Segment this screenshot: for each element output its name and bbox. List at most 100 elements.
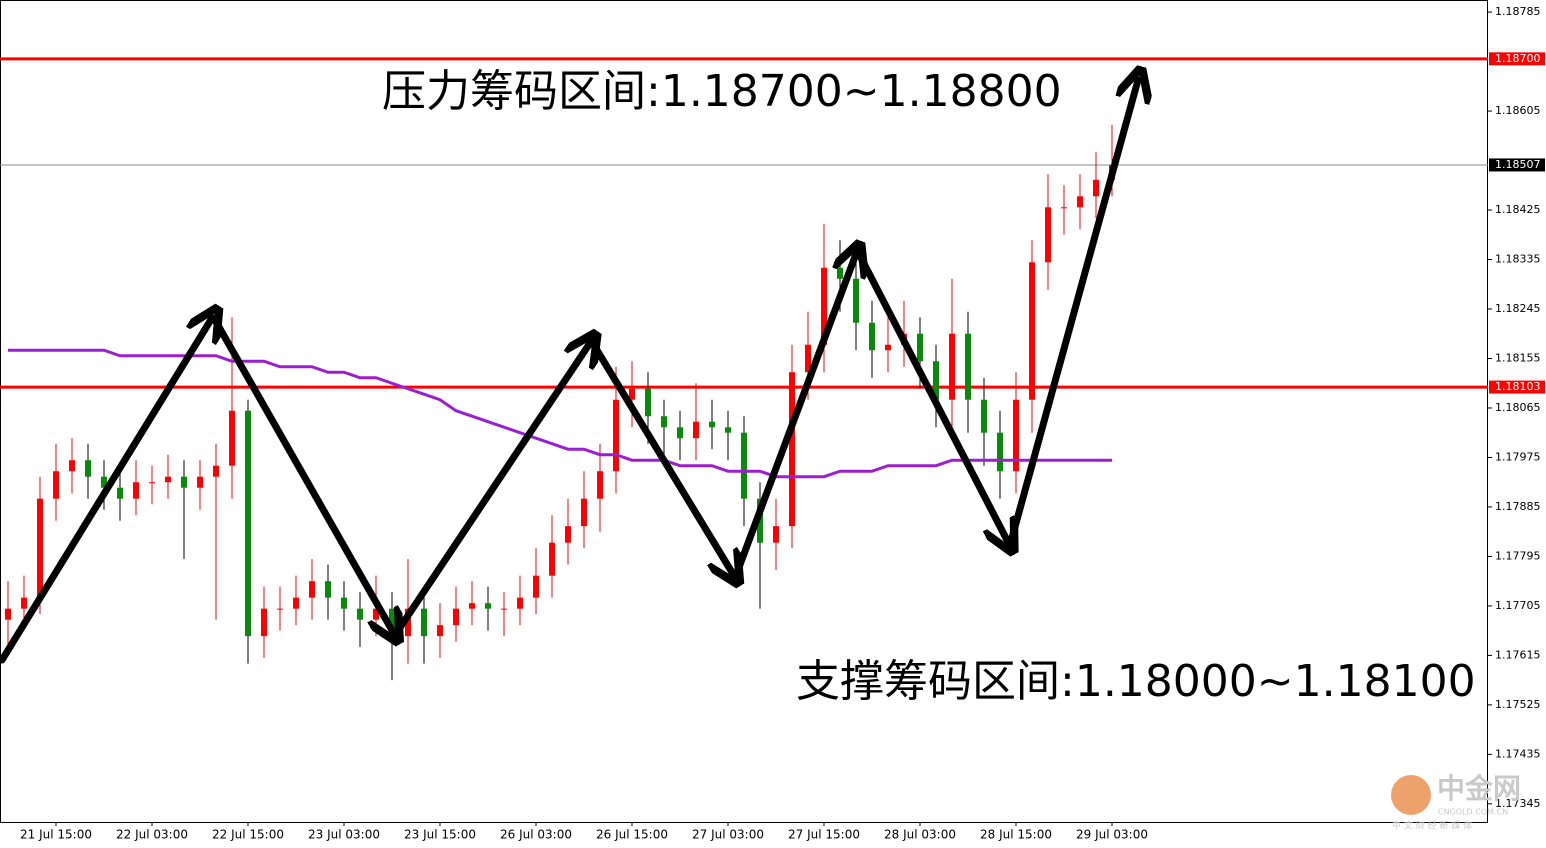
price-level-label: 1.18700 [1495,52,1541,65]
candle-body [5,608,11,620]
x-tick-label: 23 Jul 15:00 [404,828,476,842]
candle-body [517,597,523,609]
annotation: 支撑筹码区间:1.18000~1.18100 [796,656,1476,707]
x-tick-label: 22 Jul 03:00 [116,828,188,842]
candle-body [261,608,267,637]
candle-body [1029,262,1035,400]
price-level-tag [1489,52,1545,66]
candle-body [453,608,459,626]
watermark-domain: CNGOLD.COM.CN [1438,808,1508,817]
price-level-label: 1.18507 [1495,158,1541,171]
candle-body [245,410,251,637]
candle-body [325,581,331,598]
candle-body [629,388,635,400]
x-tick-label: 26 Jul 03:00 [500,828,572,842]
candle-body [165,476,171,483]
candle-body [501,608,507,610]
y-tick-label: 1.18605 [1495,104,1541,117]
watermark-name: 中金网 [1437,772,1521,805]
y-tick-label: 1.17615 [1495,648,1541,661]
candle-body [885,344,891,351]
candle-body [997,432,1003,472]
y-tick-label: 1.17345 [1495,797,1541,810]
candle-body [1093,179,1099,197]
x-tick-label: 26 Jul 15:00 [596,828,668,842]
y-tick-label: 1.18425 [1495,203,1541,216]
candle-body [741,432,747,499]
y-tick-label: 1.18335 [1495,253,1541,266]
candle-body [853,278,859,323]
watermark-slogan: 中 文 财 经 新 媒 体 [1392,820,1472,832]
candle-body [677,427,683,439]
candle-body [917,333,923,362]
y-tick-label: 1.18065 [1495,401,1541,414]
candle-body [1013,399,1019,472]
candle-body [869,322,875,351]
y-tick-label: 1.17885 [1495,500,1541,513]
x-tick-label: 29 Jul 03:00 [1076,828,1148,842]
candle-body [533,575,539,598]
y-tick-label: 1.17705 [1495,599,1541,612]
candle-body [821,267,827,345]
candle-body [405,608,411,637]
candle-body [709,421,715,428]
candle-body [693,421,699,439]
candle-body [309,581,315,598]
candle-body [549,542,555,576]
candle-body [197,476,203,488]
candle-body [725,427,731,433]
candle-body [613,399,619,472]
y-tick-label: 1.18155 [1495,351,1541,364]
candle-body [101,476,107,488]
candle-body [565,526,571,543]
candle-body [485,603,491,609]
x-tick-label: 27 Jul 03:00 [692,828,764,842]
candle-body [1061,207,1067,209]
candle-body [133,482,139,499]
candle-body [149,482,155,484]
x-tick-label: 21 Jul 15:00 [20,828,92,842]
candle-body [229,410,235,466]
candle-body [213,465,219,477]
candle-body [645,388,651,417]
annotation: 压力筹码区间:1.18700~1.18800 [382,66,1062,117]
y-tick-label: 1.17435 [1495,747,1541,760]
x-tick-label: 22 Jul 15:00 [212,828,284,842]
candle-body [437,625,443,637]
x-tick-label: 28 Jul 03:00 [884,828,956,842]
y-tick-label: 1.17525 [1495,698,1541,711]
y-tick-label: 1.18245 [1495,302,1541,315]
candle-body [965,333,971,400]
candle-body [181,476,187,488]
candle-body [293,597,299,609]
candle-body [949,333,955,400]
candle-body [117,487,123,499]
candle-body [597,471,603,499]
price-level-label: 1.18103 [1495,380,1541,393]
candle-body [581,498,587,527]
candle-body [661,416,667,428]
candle-body [421,608,427,637]
candle-body [21,597,27,609]
y-tick-label: 1.17795 [1495,549,1541,562]
candle-body [37,498,43,598]
candle-body [277,608,283,610]
x-tick-label: 27 Jul 15:00 [788,828,860,842]
candle-body [773,526,779,543]
candle-body [69,460,75,472]
candle-body [1077,196,1083,208]
candle-body [1045,207,1051,263]
candle-body [469,603,475,609]
x-tick-label: 28 Jul 15:00 [980,828,1052,842]
y-tick-label: 1.17975 [1495,450,1541,463]
zigzag-arrows [0,80,1138,664]
candle-body [981,399,987,433]
watermark: 中金网 CNGOLD.COM.CN 中 文 财 经 新 媒 体 [1391,772,1521,832]
price-level-tag [1489,158,1545,172]
candle-body [837,267,843,279]
candle-body [789,372,795,527]
price-level-tag [1489,380,1545,394]
candle-body [53,471,59,499]
candle-body [357,608,363,620]
